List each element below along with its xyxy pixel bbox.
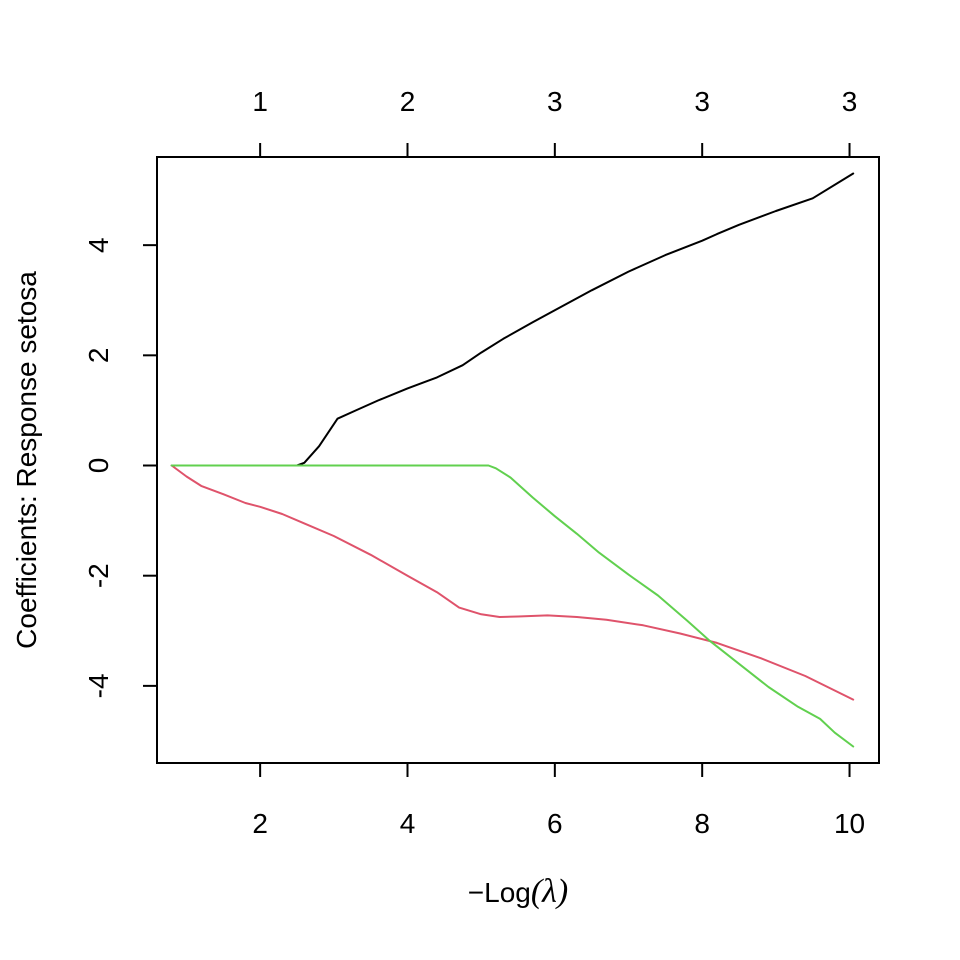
x-axis-label-prefix: −Log <box>468 877 531 908</box>
x-tick-label: 4 <box>400 808 416 839</box>
series-line-3 <box>170 464 855 748</box>
y-tick-label: -2 <box>83 563 114 588</box>
x-tick-label: 10 <box>834 808 865 839</box>
x-axis-top: 1 2 3 3 3 <box>252 86 858 158</box>
y-tick-label: 4 <box>83 237 114 253</box>
top-tick-label: 1 <box>252 86 268 117</box>
y-axis: 4 2 0 -2 -4 <box>83 237 158 698</box>
x-tick-label: 2 <box>252 808 268 839</box>
y-tick-label: 2 <box>83 348 114 364</box>
series-line-1 <box>170 172 855 467</box>
y-tick-label: -4 <box>83 673 114 698</box>
x-tick-label: 8 <box>694 808 710 839</box>
series-line-2 <box>170 464 855 701</box>
top-tick-label: 3 <box>547 86 563 117</box>
top-tick-label: 3 <box>694 86 710 117</box>
y-axis-label: Coefficients: Response setosa <box>11 271 42 649</box>
x-axis-label: −Log(λ) <box>468 873 568 910</box>
x-axis-label-lambda: λ <box>541 873 557 910</box>
top-tick-label: 2 <box>400 86 416 117</box>
x-axis-label-open-paren: ( <box>531 873 545 910</box>
series-layer <box>170 172 855 748</box>
x-tick-label: 6 <box>547 808 563 839</box>
y-tick-label: 0 <box>83 458 114 474</box>
x-axis-label-close-paren: ) <box>555 873 568 910</box>
top-tick-label: 3 <box>842 86 858 117</box>
x-axis-bottom: 2 4 6 8 10 <box>252 762 865 839</box>
